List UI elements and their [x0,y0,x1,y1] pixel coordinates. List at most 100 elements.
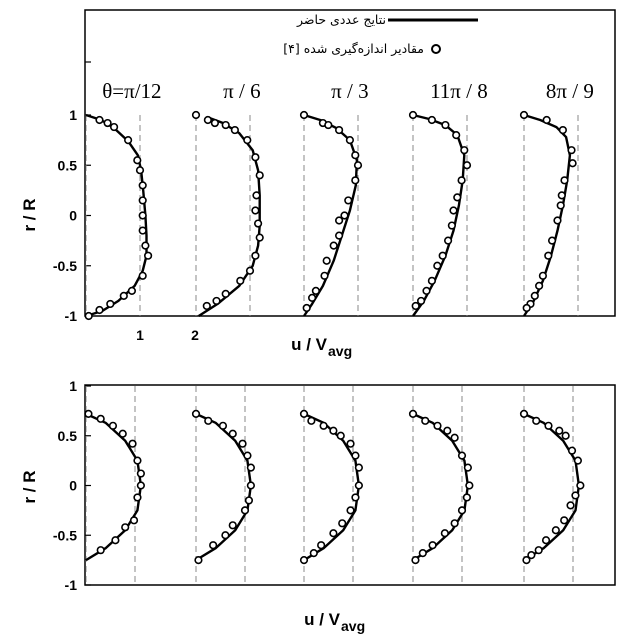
profile-title: 11π / 8 [430,79,488,103]
top-measured-point [560,176,569,185]
top-measured-point [344,196,353,205]
bottom-measured-point [555,426,564,435]
top-measured-point [427,276,437,285]
bottom-measured-point [108,421,118,430]
bottom-measured-point [309,549,318,558]
bottom-measured-point [346,506,355,515]
bottom-measured-point [351,493,360,502]
top-xtick-1: 1 [136,327,144,343]
bottom-measured-point [246,463,255,472]
top-measured-point [452,131,461,140]
bottom-measured-point [534,546,543,555]
top-measured-point [254,219,263,228]
top-measured-point [324,120,333,130]
bottom-measured-point [96,414,105,423]
top-measured-point [351,176,360,185]
bottom-measured-point [571,491,580,500]
top-measured-point [558,125,567,135]
bottom-measured-point [329,426,338,435]
bottom-measured-point [204,416,213,425]
bottom-measured-point [118,429,127,438]
top-measured-point [221,289,230,298]
top-measured-point [236,276,245,285]
top-measured-point [441,120,450,130]
top-measured-point [124,136,133,145]
top-measured-point [245,266,255,275]
bottom-measured-point [421,416,430,425]
bottom-measured-point [307,416,316,425]
bottom-measured-point [463,463,472,472]
bottom-measured-point [560,516,569,525]
top-measured-point [345,136,355,145]
top-measured-point [252,191,261,200]
bottom-measured-point [299,556,309,565]
bottom-measured-point [111,536,120,545]
top-measured-point [411,301,420,311]
top-measured-point [462,161,472,170]
top-measured-point [335,125,344,135]
bottom-measured-point [244,496,254,505]
bottom-measured-point [228,521,237,530]
top-measured-point [251,206,260,215]
top-measured-point [141,241,150,250]
top-measured-point [457,176,466,185]
bottom-measured-point [519,409,529,418]
top-xlabel: u / V [291,335,328,354]
top-measured-point [212,296,221,306]
bottom-measured-point [128,439,137,448]
bottom-measured-point [566,501,575,510]
bottom-ytick-label: 1 [69,378,77,394]
bottom-measured-point [133,456,142,465]
bottom-measured-point [133,493,142,502]
legend: نتایج عددی حاضر مقادیر اندازه‌گیری شده [… [283,12,478,57]
top-measured-point [84,311,93,321]
top-measured-point [449,206,458,215]
top-measured-point [243,136,252,145]
top-measured-point [144,251,153,260]
bottom-measured-point [191,409,201,418]
top-measured-point [433,261,442,270]
bottom-measured-point [228,429,237,438]
bottom-measured-point [433,421,442,430]
bottom-measured-point [450,433,459,442]
bottom-measured-point [576,481,585,490]
bottom-measured-point [354,463,363,472]
bottom-measured-point [129,516,139,525]
bottom-measured-point [541,536,551,545]
top-measured-point [191,110,201,120]
legend-marker-label: مقادیر اندازه‌گیری شده [۴] [283,41,424,57]
bottom-measured-point [418,549,427,558]
top-measured-point [335,231,344,240]
top-profile-line [85,113,148,318]
top-measured-point [460,146,469,155]
bottom-measured-point [194,556,203,565]
top-measured-point [221,120,230,130]
bottom-measured-point [221,531,230,540]
bottom-measured-point [443,426,452,435]
bottom-measured-point [527,551,536,560]
top-measured-point [251,153,260,162]
top-measured-point [299,110,309,120]
bottom-profile-line [523,412,581,562]
top-measured-point [329,241,338,250]
top-measured-point [302,303,311,313]
profile-title: π / 3 [331,79,368,103]
bottom-measured-point [532,416,541,425]
bottom-measured-point [457,451,467,460]
bottom-measured-point [240,506,250,515]
top-measured-point [567,146,576,155]
bottom-measured-point [462,493,472,502]
top-measured-point [353,161,363,170]
bottom-measured-point [319,421,328,430]
bottom-measured-point [567,446,577,455]
bottom-measured-point [96,546,105,555]
top-ytick-label: 1 [69,107,77,123]
legend-line-label: نتایج عددی حاضر [296,12,386,28]
top-measured-point [427,115,437,125]
top-measured-point [519,110,529,120]
top-measured-point [340,211,349,220]
legend-marker-swatch [431,44,441,54]
top-measured-point [417,296,426,306]
top-measured-point [535,281,544,290]
